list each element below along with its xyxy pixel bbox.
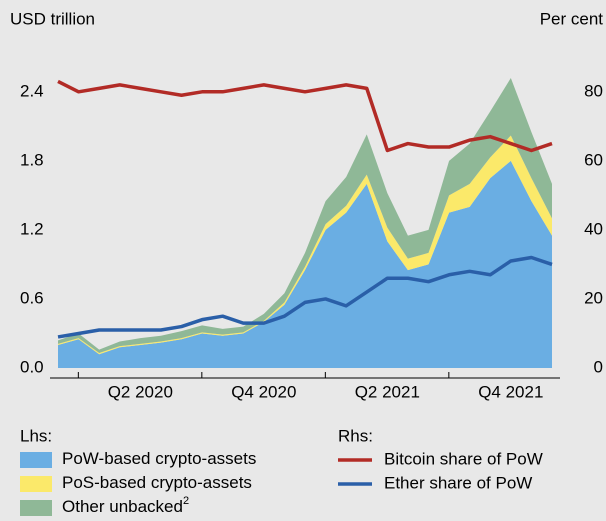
legend-group: Rhs: (338, 426, 373, 445)
line (57, 255, 553, 339)
area (58, 135, 552, 355)
legend-swatch (20, 500, 52, 516)
y2-tick-label: 40 (584, 219, 603, 238)
legend-text: Other unbacked (62, 497, 183, 516)
y-tick-label: 0.6 (20, 288, 44, 307)
line (57, 79, 553, 153)
y-tick-label: 2.4 (20, 81, 44, 100)
legend-label: Other unbacked2 (62, 495, 189, 517)
legend-label: Ether share of PoW (384, 473, 532, 492)
legend-sup: 2 (183, 495, 189, 507)
x-tick-label: Q4 2020 (231, 382, 296, 401)
area (58, 77, 552, 354)
legend-text: PoS-based crypto-assets (62, 473, 252, 492)
area (58, 160, 552, 368)
x-tick-label: Q2 2021 (355, 382, 420, 401)
y2-tick-label: 80 (584, 81, 603, 100)
y2-tick-label: 60 (584, 150, 603, 169)
y-tick-label: 1.8 (20, 150, 44, 169)
legend-text: PoW-based crypto-assets (62, 449, 256, 468)
legend-swatch (20, 452, 52, 468)
legend-swatch (20, 476, 52, 492)
x-tick-label: Q2 2020 (108, 382, 173, 401)
y2-tick-label: 20 (584, 288, 603, 307)
legend-label: PoS-based crypto-assets (62, 473, 252, 492)
y-tick-label: 1.2 (20, 219, 44, 238)
legend-group: Lhs: (20, 426, 52, 445)
legend-label: Bitcoin share of PoW (384, 449, 543, 468)
legend-label: PoW-based crypto-assets (62, 449, 256, 468)
y-axis-label: USD trillion (10, 9, 95, 28)
x-tick-label: Q4 2021 (478, 382, 543, 401)
y2-tick-label: 0 (594, 357, 603, 376)
y2-axis-label: Per cent (540, 9, 604, 28)
y-tick-label: 0.0 (20, 357, 44, 376)
